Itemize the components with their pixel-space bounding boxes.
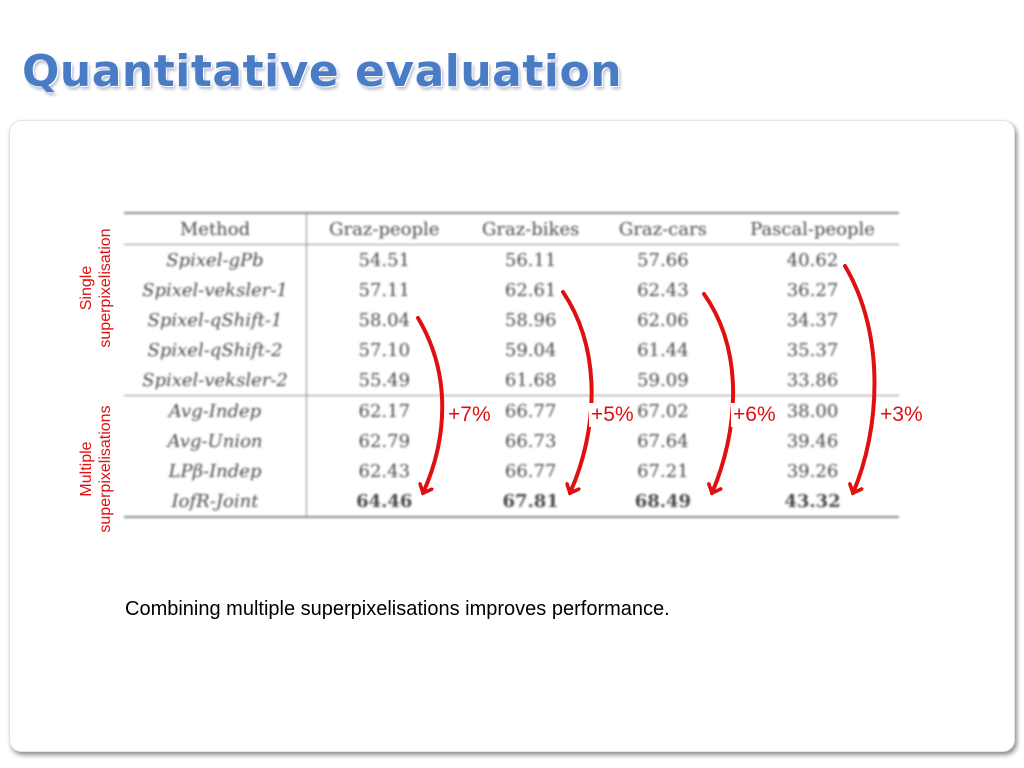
table-header-row: Method Graz-people Graz-bikes Graz-cars …	[124, 213, 899, 245]
score-cell: 57.66	[637, 249, 689, 271]
score-cell: 66.73	[504, 430, 557, 452]
improvement-label: +5%	[589, 403, 636, 427]
improvement-label: +6%	[731, 403, 778, 427]
score-cell: 64.46	[356, 490, 413, 512]
column-header: Method	[124, 213, 307, 245]
method-cell: Spixel-qShift-1	[124, 305, 307, 335]
column-header: Graz-people	[306, 213, 462, 245]
multiple-superpixelisations-label: Multiple superpixelisations	[77, 405, 115, 532]
score-cell: 59.04	[504, 339, 557, 361]
column-header: Graz-bikes	[461, 213, 600, 245]
method-cell: Spixel-gPb	[124, 244, 307, 275]
score-cell: 36.27	[786, 279, 839, 301]
score-cell: 61.44	[637, 339, 689, 361]
score-cell: 58.04	[358, 309, 411, 331]
method-cell: Avg-Indep	[124, 395, 307, 426]
score-cell: 67.21	[637, 460, 689, 482]
score-cell: 39.46	[786, 430, 839, 452]
score-cell: 61.68	[504, 369, 557, 391]
score-cell: 54.51	[358, 249, 411, 271]
method-cell: Spixel-veksler-2	[124, 365, 307, 396]
method-cell: Spixel-qShift-2	[124, 335, 307, 365]
single-superpixelisation-label: Single superpixelisation	[77, 228, 115, 347]
single-label-line-1: Single	[78, 265, 95, 311]
table-row: Spixel-gPb 54.51 56.11 57.66 40.62	[124, 244, 899, 275]
single-label-line-2: superpixelisation	[97, 228, 114, 348]
score-cell: 33.86	[786, 369, 839, 391]
score-cell: 62.06	[637, 309, 689, 331]
slide-title: Quantitative evaluation	[22, 46, 623, 97]
table-row: Avg-Union 62.79 66.73 67.64 39.46	[124, 426, 899, 456]
score-cell: 56.11	[504, 249, 557, 271]
score-cell: 66.77	[504, 460, 557, 482]
score-cell: 57.11	[358, 279, 411, 301]
improvement-label: +3%	[878, 403, 925, 427]
score-cell: 58.96	[504, 309, 557, 331]
score-cell: 67.64	[637, 430, 689, 452]
slide-caption: Combining multiple superpixelisations im…	[125, 598, 670, 620]
score-cell: 35.37	[786, 339, 839, 361]
score-cell: 43.32	[784, 490, 841, 512]
score-cell: 39.26	[786, 460, 839, 482]
table-row: Spixel-veksler-1 57.11 62.61 62.43 36.27	[124, 275, 899, 305]
table-row: LPβ-Indep 62.43 66.77 67.21 39.26	[124, 456, 899, 486]
score-cell: 57.10	[358, 339, 411, 361]
method-cell: LPβ-Indep	[124, 456, 307, 486]
score-cell: 40.62	[786, 249, 839, 271]
score-cell: 62.43	[637, 279, 689, 301]
column-header: Graz-cars	[599, 213, 727, 245]
score-cell: 55.49	[358, 369, 411, 391]
score-cell: 59.09	[637, 369, 689, 391]
score-cell: 62.17	[306, 395, 462, 426]
column-header: Pascal-people	[726, 213, 899, 245]
score-cell: 34.37	[786, 309, 839, 331]
table-row: Avg-Indep 62.17 66.77 67.02 38.00	[124, 395, 899, 426]
table-row: Spixel-qShift-2 57.10 59.04 61.44 35.37	[124, 335, 899, 365]
score-cell: 62.43	[358, 460, 411, 482]
table-row: Spixel-veksler-2 55.49 61.68 59.09 33.86	[124, 365, 899, 396]
multiple-label-line-1: Multiple	[78, 441, 95, 497]
method-cell: Spixel-veksler-1	[124, 275, 307, 305]
results-table: Method Graz-people Graz-bikes Graz-cars …	[124, 212, 899, 518]
improvement-label: +7%	[446, 403, 493, 427]
score-cell: 67.81	[502, 490, 559, 512]
score-cell: 68.49	[634, 490, 692, 512]
multiple-label-line-2: superpixelisations	[97, 405, 114, 533]
score-cell: 62.61	[504, 279, 557, 301]
score-cell: 62.79	[358, 430, 411, 452]
method-cell: IofR-Joint	[124, 486, 307, 517]
table-row-best: IofR-Joint 64.46 67.81 68.49 43.32	[124, 486, 899, 517]
table-row: Spixel-qShift-1 58.04 58.96 62.06 34.37	[124, 305, 899, 335]
method-cell: Avg-Union	[124, 426, 307, 456]
